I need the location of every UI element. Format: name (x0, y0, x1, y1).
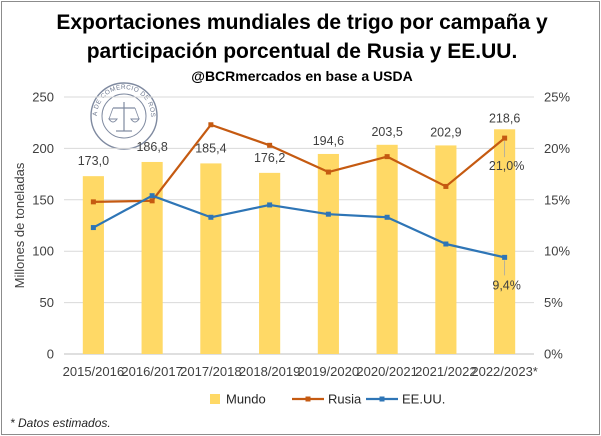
x-tick-label: 2019/2020 (298, 364, 359, 379)
y2-tick-label: 0% (544, 347, 563, 362)
logo-scale-pan-right (130, 118, 140, 123)
legend-label-eeuu: EE.UU. (402, 392, 445, 407)
bar-data-label: 203,5 (371, 125, 402, 139)
logo-inner-ring (101, 93, 147, 139)
y-tick-label: 200 (32, 141, 54, 156)
marker-eeuu (90, 225, 96, 231)
y-tick-label: 150 (32, 192, 54, 207)
footnote: * Datos estimados. (10, 416, 111, 430)
y-axis-title: Millones de toneladas (12, 162, 27, 288)
x-tick-label: 2020/2021 (356, 364, 417, 379)
y-tick-label: 100 (32, 244, 54, 259)
bar-mundo (435, 145, 457, 354)
marker-rusia (208, 122, 214, 128)
marker-rusia (90, 199, 96, 205)
marker-rusia (384, 154, 390, 160)
bar-data-label: 194,6 (313, 134, 344, 148)
chart-subtitle: @BCRmercados en base a USDA (191, 68, 412, 84)
y2-tick-label: 5% (544, 295, 563, 310)
y2-tick-label: 15% (544, 192, 570, 207)
marker-rusia (502, 135, 508, 141)
marker-eeuu (384, 214, 390, 220)
bar-mundo (200, 163, 222, 354)
bar-mundo (82, 176, 104, 354)
marker-eeuu (502, 254, 508, 260)
x-tick-label: 2021/2022 (415, 364, 476, 379)
logo-scale-cord (134, 107, 140, 120)
logo-scale-cord (108, 107, 114, 120)
bar-data-label: 176,2 (254, 151, 285, 165)
eeuu-end-label: 9,4% (492, 278, 521, 292)
chart-title-line-1: Exportaciones mundiales de trigo por cam… (56, 11, 548, 34)
y-tick-label: 50 (40, 295, 54, 310)
bar-mundo (317, 153, 339, 354)
y-tick-label: 250 (32, 90, 54, 105)
bar-mundo (141, 161, 163, 354)
y2-tick-label: 20% (544, 141, 570, 156)
marker-eeuu (208, 214, 214, 220)
legend-label-rusia: Rusia (328, 392, 362, 407)
y-tick-label: 0 (47, 347, 54, 362)
logo-scale-pan-left (108, 118, 118, 123)
marker-rusia (267, 142, 273, 148)
chart-title-line-2: participación porcentual de Rusia y EE.U… (87, 40, 518, 63)
bar-mundo (376, 144, 398, 354)
marker-rusia (325, 169, 331, 175)
marker-eeuu (443, 241, 449, 247)
y2-tick-label: 10% (544, 244, 570, 259)
bar-data-label: 185,4 (195, 141, 226, 155)
x-tick-label: 2018/2019 (239, 364, 300, 379)
bar-data-label: 173,0 (78, 154, 109, 168)
rusia-end-label: 21,0% (489, 159, 524, 173)
marker-rusia (149, 198, 155, 204)
x-tick-label: 2017/2018 (180, 364, 241, 379)
marker-eeuu (325, 211, 331, 217)
bar-data-label: 218,6 (489, 111, 520, 125)
marker-eeuu (267, 202, 273, 208)
bar-mundo (494, 129, 516, 354)
x-tick-label: 2022/2023* (471, 364, 538, 379)
bar-data-label: 202,9 (430, 125, 461, 139)
bar-mundo (259, 172, 281, 354)
logo-outer-ring (90, 82, 158, 150)
legend-marker-eeuu (379, 396, 385, 402)
x-tick-label: 2016/2017 (121, 364, 182, 379)
line-eeuu (92, 194, 505, 259)
legend-label-mundo: Mundo (226, 392, 266, 407)
y2-tick-label: 25% (544, 90, 570, 105)
bar-data-label: 186,8 (136, 140, 167, 154)
line-rusia (93, 123, 506, 203)
marker-eeuu (149, 193, 155, 199)
x-tick-label: 2015/2016 (63, 364, 124, 379)
legend-swatch-mundo (210, 394, 220, 404)
marker-rusia (443, 183, 449, 189)
legend-marker-rusia (305, 396, 311, 402)
